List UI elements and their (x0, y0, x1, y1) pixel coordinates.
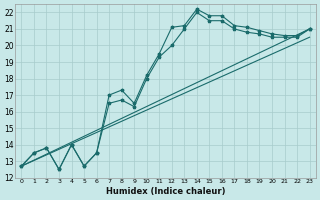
X-axis label: Humidex (Indice chaleur): Humidex (Indice chaleur) (106, 187, 225, 196)
